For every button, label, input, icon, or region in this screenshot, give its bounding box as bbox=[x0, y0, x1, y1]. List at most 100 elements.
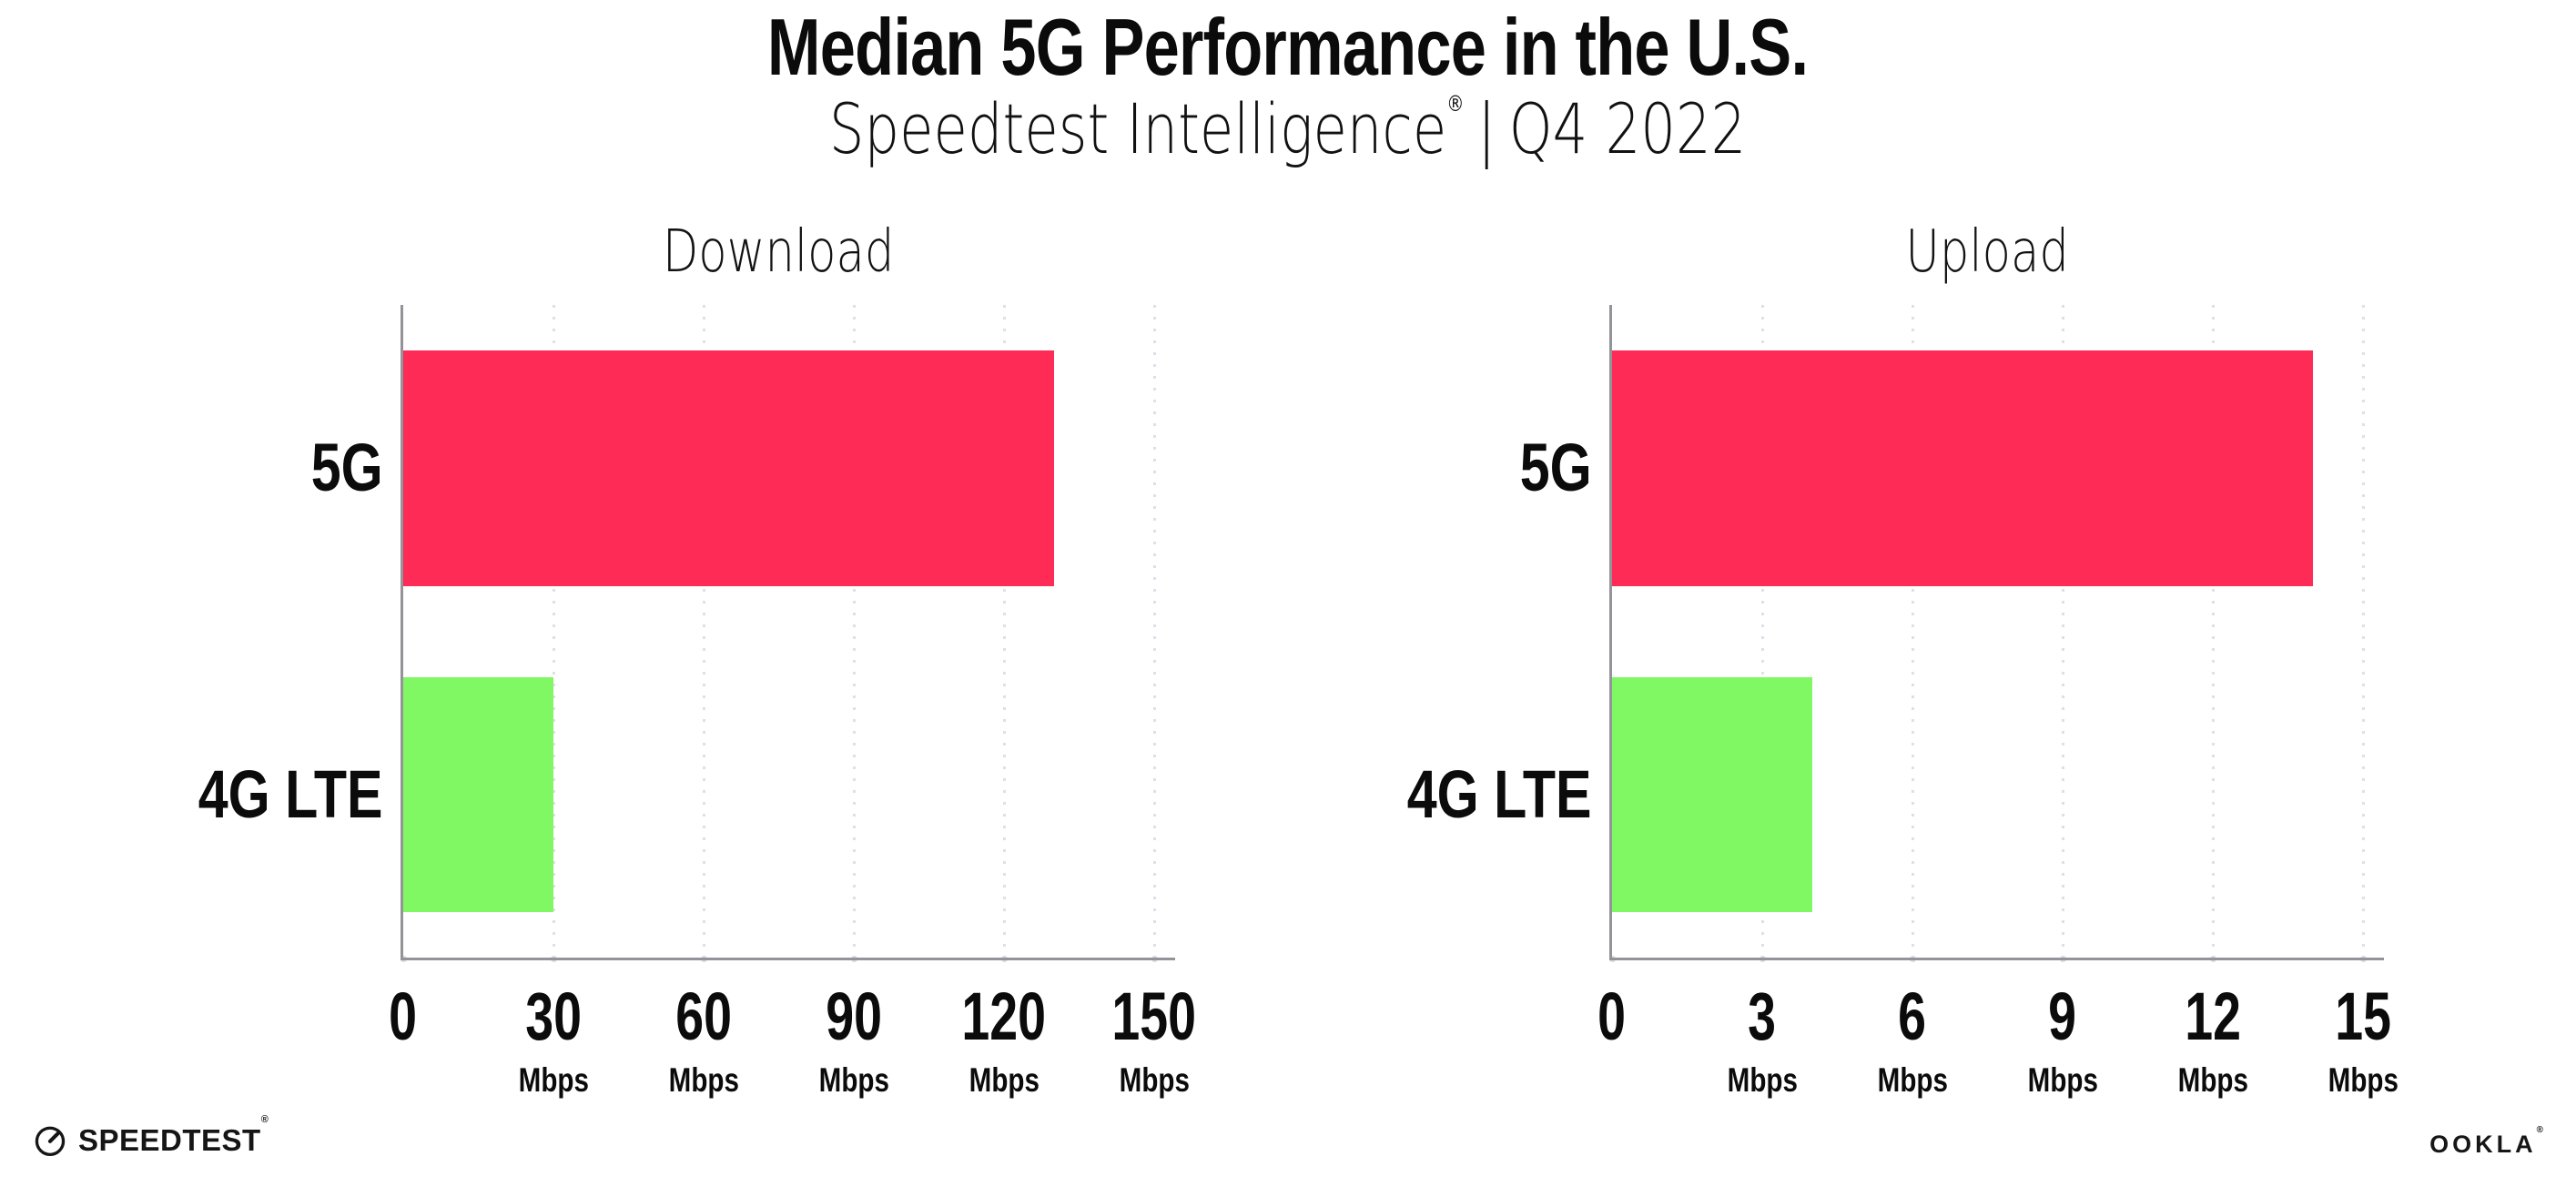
x-tick-value-text: 6 bbox=[1898, 979, 1927, 1054]
page-title-text: Median 5G Performance in the U.S. bbox=[767, 2, 1809, 92]
x-tick-unit-text: Mbps bbox=[518, 1061, 589, 1099]
speedtest-registered-mark: ® bbox=[260, 1114, 269, 1125]
category-label-text: 4G LTE bbox=[1407, 756, 1592, 832]
x-tick-value: 0 bbox=[303, 983, 503, 1050]
speedtest-logo: SPEEDTEST® bbox=[33, 1114, 269, 1158]
x-tick-value: 30 bbox=[453, 983, 654, 1050]
subtitle-period: Q4 2022 bbox=[1509, 88, 1747, 169]
x-tick-unit: Mbps bbox=[2263, 1063, 2463, 1097]
registered-mark: ® bbox=[1446, 91, 1465, 117]
speedtest-wordmark: SPEEDTEST® bbox=[78, 1114, 269, 1158]
x-tick-unit-text: Mbps bbox=[969, 1061, 1040, 1099]
page-title: Median 5G Performance in the U.S. bbox=[0, 7, 2576, 87]
gridline-90 bbox=[852, 305, 856, 958]
x-tick-150: 150 Mbps bbox=[1054, 983, 1254, 1098]
gridline-120 bbox=[1002, 305, 1006, 958]
x-tick-unit: Mbps bbox=[453, 1063, 654, 1097]
y-axis-line bbox=[401, 305, 403, 960]
bar-5g bbox=[403, 350, 1054, 586]
x-tick-unit-text: Mbps bbox=[1727, 1061, 1798, 1099]
category-label-4g-lte: 4G LTE bbox=[1273, 749, 1592, 840]
speedtest-wordmark-text: SPEEDTEST bbox=[78, 1123, 261, 1157]
gridline-3 bbox=[1760, 305, 1764, 958]
x-tick-15: 15 Mbps bbox=[2263, 983, 2463, 1098]
gridline-6 bbox=[1911, 305, 1914, 958]
x-tick-unit-text: Mbps bbox=[1877, 1061, 1948, 1099]
ookla-registered-mark: ® bbox=[2536, 1125, 2547, 1135]
category-label-5g: 5G bbox=[65, 422, 383, 513]
ookla-wordmark-text: OOKLA bbox=[2429, 1131, 2537, 1158]
speedtest-gauge-icon bbox=[33, 1123, 67, 1158]
gridline-9 bbox=[2061, 305, 2064, 958]
x-tick-unit: Mbps bbox=[2113, 1063, 2313, 1097]
x-tick-value-text: 3 bbox=[1748, 979, 1777, 1054]
x-tick-unit: Mbps bbox=[1962, 1063, 2163, 1097]
x-tick-0: 0 bbox=[303, 983, 503, 1050]
x-tick-30: 30 Mbps bbox=[453, 983, 654, 1098]
x-tick-value: 90 bbox=[754, 983, 954, 1050]
x-tick-60: 60 Mbps bbox=[603, 983, 804, 1099]
x-tick-0: 0 bbox=[1512, 983, 1712, 1050]
x-tick-unit-text: Mbps bbox=[1119, 1061, 1190, 1099]
panel-title-text: Upload bbox=[1905, 218, 2070, 286]
x-tick-unit: Mbps bbox=[904, 1063, 1104, 1097]
x-tick-value: 0 bbox=[1512, 983, 1712, 1050]
x-tick-value-text: 150 bbox=[1111, 979, 1197, 1054]
x-tick-unit-text: Mbps bbox=[2328, 1061, 2399, 1099]
x-tick-value-text: 0 bbox=[389, 979, 418, 1054]
category-label-5g: 5G bbox=[1273, 422, 1592, 513]
x-axis-line bbox=[1609, 958, 2384, 960]
x-tick-value-text: 60 bbox=[675, 979, 732, 1054]
subtitle-separator: | bbox=[1477, 88, 1496, 169]
bar-5g bbox=[1612, 350, 2313, 586]
category-label-text: 5G bbox=[311, 430, 383, 506]
bar-4g-lte bbox=[403, 676, 553, 912]
x-tick-120: 120 Mbps bbox=[904, 983, 1104, 1098]
panel-title-upload: Upload bbox=[1612, 218, 2363, 286]
x-tick-value: 6 bbox=[1812, 983, 2013, 1050]
x-tick-unit: Mbps bbox=[1662, 1063, 1862, 1097]
x-tick-value-text: 9 bbox=[2048, 979, 2077, 1054]
subtitle-brand: Speedtest Intelligence bbox=[829, 88, 1447, 169]
gridline-30 bbox=[552, 305, 555, 958]
gridline-15 bbox=[2361, 305, 2365, 958]
x-tick-value-text: 30 bbox=[525, 979, 582, 1054]
panel-title-download: Download bbox=[403, 218, 1154, 286]
category-label-text: 5G bbox=[1520, 430, 1592, 506]
x-tick-unit-text: Mbps bbox=[2177, 1061, 2248, 1099]
x-tick-value: 150 bbox=[1054, 983, 1254, 1050]
panel-title-text: Download bbox=[663, 218, 895, 286]
x-tick-value-text: 12 bbox=[2185, 979, 2241, 1054]
gridline-12 bbox=[2211, 305, 2215, 958]
x-tick-90: 90 Mbps bbox=[754, 983, 954, 1098]
x-tick-3: 3 Mbps bbox=[1662, 983, 1862, 1098]
x-tick-unit-text: Mbps bbox=[668, 1061, 739, 1099]
x-tick-9: 9 Mbps bbox=[1962, 983, 2163, 1098]
x-tick-value-text: 120 bbox=[961, 979, 1047, 1054]
ookla-logo: OOKLA® bbox=[2429, 1125, 2547, 1159]
x-tick-unit: Mbps bbox=[1812, 1063, 2013, 1097]
x-tick-value: 120 bbox=[904, 983, 1104, 1050]
gridline-150 bbox=[1152, 305, 1156, 958]
page-subtitle: Speedtest Intelligence® | Q4 2022 bbox=[0, 93, 2576, 164]
x-tick-value-text: 90 bbox=[826, 979, 882, 1054]
y-axis-line bbox=[1609, 305, 1612, 960]
category-label-text: 4G LTE bbox=[198, 756, 383, 832]
gridline-60 bbox=[702, 305, 705, 958]
category-label-4g-lte: 4G LTE bbox=[65, 749, 383, 840]
x-tick-value: 9 bbox=[1962, 983, 2163, 1050]
page-subtitle-text: Speedtest Intelligence® | Q4 2022 bbox=[829, 93, 1746, 164]
x-tick-unit-text: Mbps bbox=[818, 1061, 889, 1099]
x-tick-value: 3 bbox=[1662, 983, 1862, 1050]
x-tick-value: 60 bbox=[603, 983, 804, 1050]
x-axis-line bbox=[401, 958, 1175, 960]
x-tick-unit-text: Mbps bbox=[2027, 1061, 2098, 1099]
x-tick-6: 6 Mbps bbox=[1812, 983, 2013, 1098]
bar-4g-lte bbox=[1612, 676, 1812, 912]
x-tick-value-text: 15 bbox=[2335, 979, 2391, 1054]
x-tick-value: 15 bbox=[2263, 983, 2463, 1050]
x-tick-12: 12 Mbps bbox=[2113, 979, 2313, 1098]
x-tick-unit: Mbps bbox=[1054, 1063, 1254, 1097]
x-tick-unit: Mbps bbox=[754, 1063, 954, 1097]
x-tick-value-text: 0 bbox=[1597, 979, 1627, 1054]
